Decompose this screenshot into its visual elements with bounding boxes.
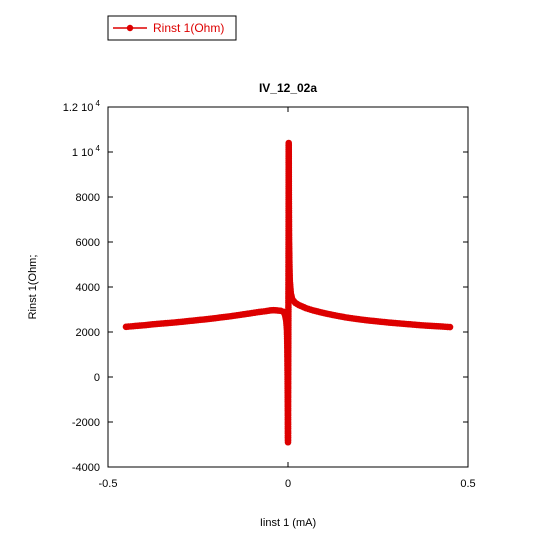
y-tick-label: 2000 bbox=[76, 327, 100, 339]
y-tick-label: 4000 bbox=[76, 282, 100, 294]
x-axis-label: Iinst 1 (mA) bbox=[260, 517, 316, 529]
y-tick-label: -2000 bbox=[72, 417, 100, 429]
series-markers bbox=[122, 139, 454, 446]
y-tick-label: 1.2 10 4 bbox=[63, 99, 101, 114]
series-group bbox=[122, 139, 454, 446]
y-tick-exponent: 4 bbox=[96, 144, 101, 153]
chart-title: IV_12_02a bbox=[259, 81, 317, 95]
x-tick-label: 0.5 bbox=[460, 478, 475, 490]
y-tick-label: 0 bbox=[94, 372, 100, 384]
legend: Rinst 1(Ohm) bbox=[107, 15, 237, 41]
axis-ticks bbox=[107, 106, 469, 468]
y-tick-exponent: 4 bbox=[96, 99, 101, 108]
tick-labels: -4000 -2000 0 2000 4000 6000 8000 1 10 4 1.2 10 … bbox=[63, 99, 476, 490]
x-tick-label: -0.5 bbox=[99, 478, 118, 490]
y-tick-label: 8000 bbox=[76, 192, 100, 204]
y-tick-label: 1 10 4 bbox=[72, 144, 101, 159]
y-axis-label: Rinst 1(Ohm; bbox=[27, 255, 39, 320]
data-point bbox=[446, 323, 454, 331]
legend-label: Rinst 1(Ohm) bbox=[153, 21, 224, 35]
y-tick-label: 6000 bbox=[76, 237, 100, 249]
legend-marker bbox=[126, 24, 134, 32]
x-tick-label: 0 bbox=[285, 478, 291, 490]
y-tick-label: -4000 bbox=[72, 462, 100, 474]
